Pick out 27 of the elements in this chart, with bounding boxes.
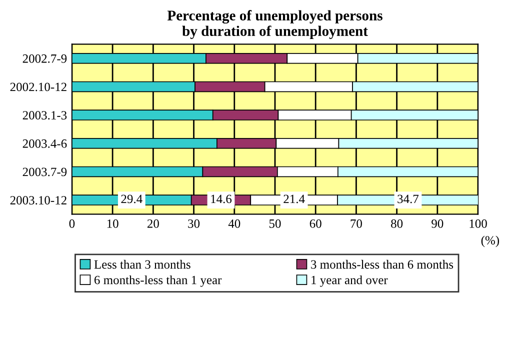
legend-label: Less than 3 months bbox=[94, 260, 190, 269]
x-tick-label: 80 bbox=[391, 219, 403, 228]
y-tick-label: 2002.7-9 bbox=[22, 54, 67, 63]
y-tick-label: 2003.4-6 bbox=[22, 139, 67, 148]
x-tick-label: 10 bbox=[107, 219, 118, 228]
x-tick-label: 60 bbox=[310, 219, 322, 228]
x-tick-label: 30 bbox=[188, 219, 200, 228]
x-tick-label: 90 bbox=[432, 219, 444, 228]
y-tick-label: 2002.10-12 bbox=[10, 82, 66, 92]
legend-label: 6 months-less than 1 year bbox=[94, 275, 222, 287]
data-label: 34.7 bbox=[398, 194, 419, 204]
x-tick-label: 50 bbox=[269, 219, 281, 228]
y-tick-label: 2003.10-12 bbox=[10, 196, 66, 205]
y-tick-label: 2003.1-3 bbox=[22, 111, 67, 120]
x-tick-label: 100 bbox=[470, 219, 487, 228]
legend-label: 3 months-less than 6 months bbox=[311, 260, 454, 269]
x-tick-label: 20 bbox=[147, 219, 159, 228]
data-label: 14.6 bbox=[211, 194, 232, 204]
data-label: 29.4 bbox=[121, 194, 142, 204]
x-tick-label: 40 bbox=[228, 219, 240, 228]
y-tick-label: 2003.7-9 bbox=[22, 168, 67, 176]
x-tick-label: 0 bbox=[69, 219, 75, 228]
chart-title: Percentage of unemployed persons by duration of unemployment bbox=[167, 10, 382, 40]
legend-label: 1 year and over bbox=[312, 275, 388, 287]
data-label: 21.4 bbox=[284, 194, 305, 204]
x-axis-title: (%) bbox=[481, 236, 500, 248]
x-tick-label: 70 bbox=[350, 219, 362, 228]
